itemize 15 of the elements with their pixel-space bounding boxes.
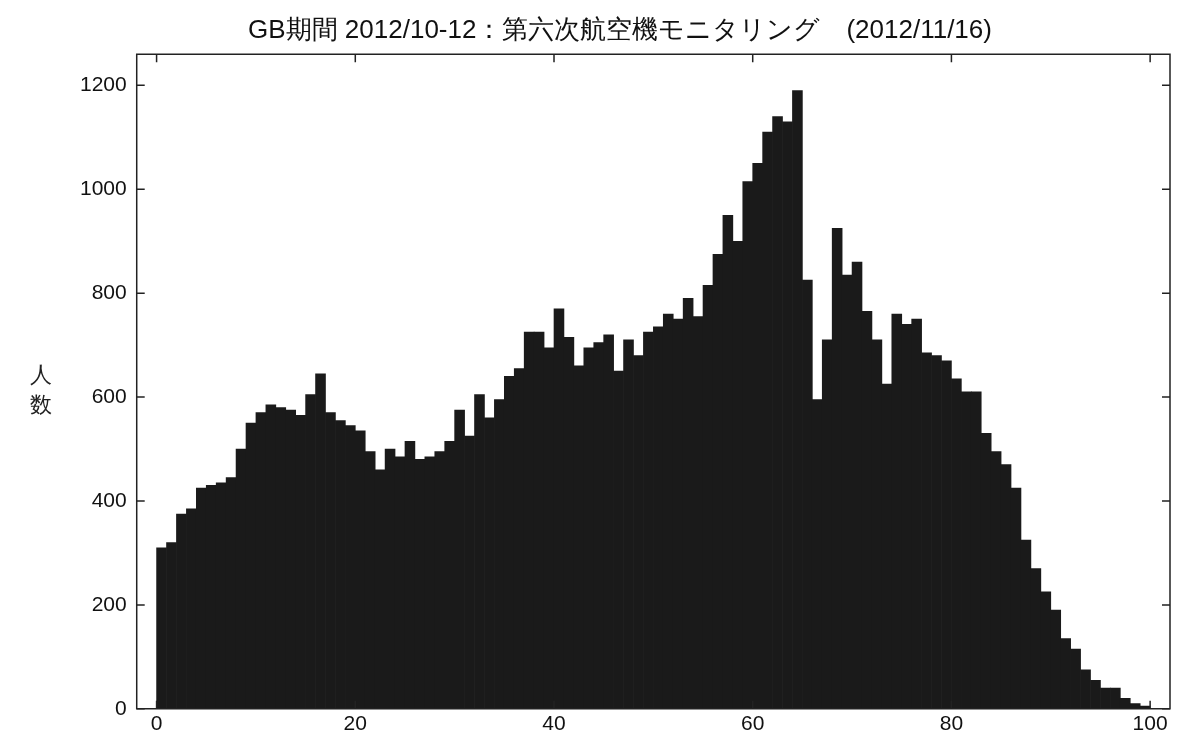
y-tick-label: 200 <box>91 591 127 615</box>
chart-title: GB期間 2012/10-12：第六次航空機モニタリング (2012/11/16) <box>248 13 992 44</box>
y-tick-label: 0 <box>115 695 127 719</box>
y-tick-label: 600 <box>91 383 127 407</box>
x-tick-label: 100 <box>1132 711 1168 735</box>
x-tick-label: 60 <box>741 711 765 735</box>
x-tick-label: 40 <box>542 711 566 735</box>
y-tick-label: 400 <box>91 487 127 511</box>
x-tick-label: 20 <box>343 711 367 735</box>
y-axis-title: 人数 <box>30 361 53 419</box>
x-tick-label: 0 <box>150 711 163 735</box>
y-tick-label: 1000 <box>80 176 127 200</box>
x-tick-label: 80 <box>939 711 964 735</box>
y-tick-label: 800 <box>91 279 127 303</box>
y-tick-label: 1200 <box>80 72 127 96</box>
